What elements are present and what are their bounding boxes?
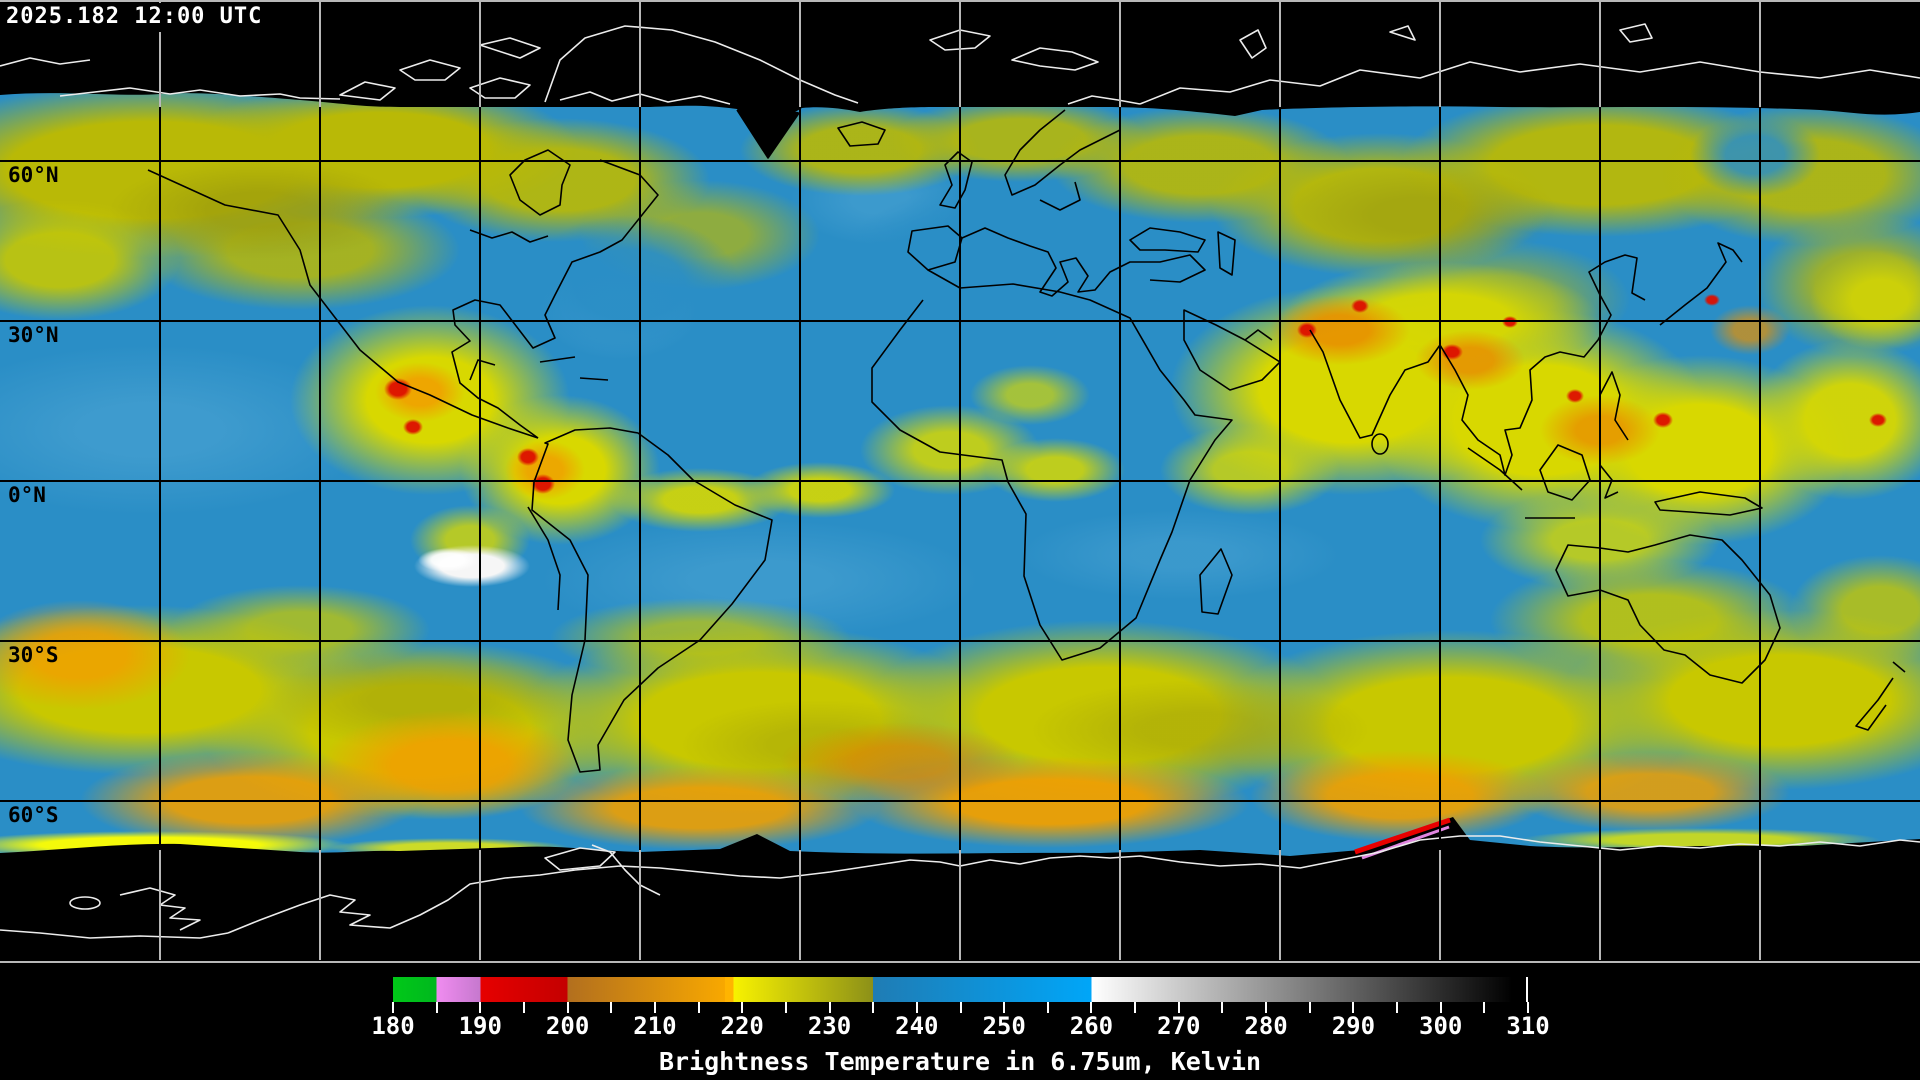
latitude-label: 30°N: [8, 323, 59, 347]
gridline: [1759, 850, 1761, 960]
colorbar-title: Brightness Temperature in 6.75um, Kelvin: [658, 1047, 1262, 1076]
gridline: [0, 160, 1920, 162]
gridline: [959, 107, 961, 850]
gridline: [1599, 107, 1601, 850]
colorbar-tick: [1221, 1002, 1224, 1013]
colorbar-tick: [741, 1002, 744, 1013]
gridline: [799, 850, 801, 960]
colorbar-tick-label: 270: [1157, 1012, 1201, 1040]
colorbar-tick-label: 260: [1069, 1012, 1114, 1040]
colorbar-tick: [435, 1002, 438, 1013]
colorbar-tick: [915, 1002, 918, 1013]
gridline: [799, 107, 801, 850]
gridline: [1439, 107, 1441, 850]
gridline: [319, 107, 321, 850]
gridline: [0, 800, 1920, 802]
gridline: [1599, 0, 1601, 107]
gridline: [639, 0, 641, 107]
colorbar-tick: [610, 1002, 613, 1013]
gridline: [799, 0, 801, 107]
colorbar-tick: [1003, 1002, 1006, 1013]
gridline: [1279, 107, 1281, 850]
gridline: [319, 850, 321, 960]
colorbar-tick: [1090, 1002, 1093, 1013]
latitude-label: 60°S: [8, 803, 59, 827]
colorbar-tick: [1483, 1002, 1486, 1013]
gridline: [1279, 0, 1281, 107]
gridline: [1119, 0, 1121, 107]
gridline: [1119, 107, 1121, 850]
colorbar-gradient-bar: [393, 977, 1528, 1002]
colorbar-tick-label: 210: [633, 1012, 677, 1040]
colorbar-tick: [479, 1002, 482, 1013]
colorbar-tick-label: 240: [895, 1012, 939, 1040]
latitude-label: 60°N: [8, 163, 59, 187]
colorbar-tick: [959, 1002, 962, 1013]
colorbar-tick-label: 280: [1244, 1012, 1288, 1040]
colorbar-tick-label: 220: [720, 1012, 764, 1040]
colorbar-tick-label: 290: [1331, 1012, 1376, 1040]
colorbar-tick-label: 250: [982, 1012, 1026, 1040]
gridline: [0, 320, 1920, 322]
gridline: [159, 107, 161, 850]
gridline: [1119, 850, 1121, 960]
colorbar-tick: [392, 1002, 394, 1013]
coastlines-over-data: [147, 109, 1906, 773]
colorbar-endcap: [1526, 977, 1528, 1002]
colorbar-tick-label: 180: [371, 1012, 415, 1040]
timestamp: 2025.182 12:00 UTC: [6, 3, 267, 32]
gridline: [1759, 0, 1761, 107]
colorbar-tick: [1177, 1002, 1180, 1013]
gridline: [319, 0, 321, 107]
colorbar-tick-label: 200: [545, 1012, 590, 1040]
colorbar-tick: [1439, 1002, 1442, 1013]
gridline: [0, 640, 1920, 642]
gridline: [479, 850, 481, 960]
latitude-label: 30°S: [8, 643, 59, 667]
gridline: [159, 0, 161, 107]
gridline: [159, 850, 161, 960]
colorbar-tick: [1308, 1002, 1311, 1013]
gridline: [479, 107, 481, 850]
colorbar-tick: [1527, 1002, 1529, 1013]
gridline: [1439, 850, 1441, 960]
colorbar-tick: [522, 1002, 525, 1013]
gridline: [959, 850, 961, 960]
gridline: [1759, 107, 1761, 850]
colorbar-tick: [653, 1002, 656, 1013]
colorbar-tick: [872, 1002, 875, 1013]
gridline: [1279, 850, 1281, 960]
latitude-label: 0°N: [8, 483, 46, 507]
gridline: [959, 0, 961, 107]
colorbar-tick-label: 190: [458, 1012, 502, 1040]
gridline: [0, 480, 1920, 482]
colorbar-tick: [784, 1002, 787, 1013]
colorbar-tick: [1352, 1002, 1355, 1013]
colorbar-tick: [697, 1002, 700, 1013]
colorbar-tick-label: 230: [807, 1012, 852, 1040]
coastlines-over-void: [0, 23, 1920, 939]
colorbar-tick-label: 300: [1419, 1012, 1463, 1040]
gridline: [1599, 850, 1601, 960]
gridline: [0, 961, 1920, 963]
colorbar-tick: [1134, 1002, 1137, 1013]
gridline: [0, 0, 1920, 2]
colorbar-tick-label: 310: [1506, 1012, 1550, 1040]
gridline: [639, 107, 641, 850]
limb-red-streak: [1354, 817, 1451, 855]
colorbar-tick: [1046, 1002, 1049, 1013]
gridline: [479, 0, 481, 107]
colorbar-tick: [566, 1002, 569, 1013]
colorbar-tick: [1265, 1002, 1268, 1013]
colorbar-tick: [1396, 1002, 1399, 1013]
gridline: [639, 850, 641, 960]
gridline: [1439, 0, 1441, 107]
colorbar-tick: [828, 1002, 831, 1013]
